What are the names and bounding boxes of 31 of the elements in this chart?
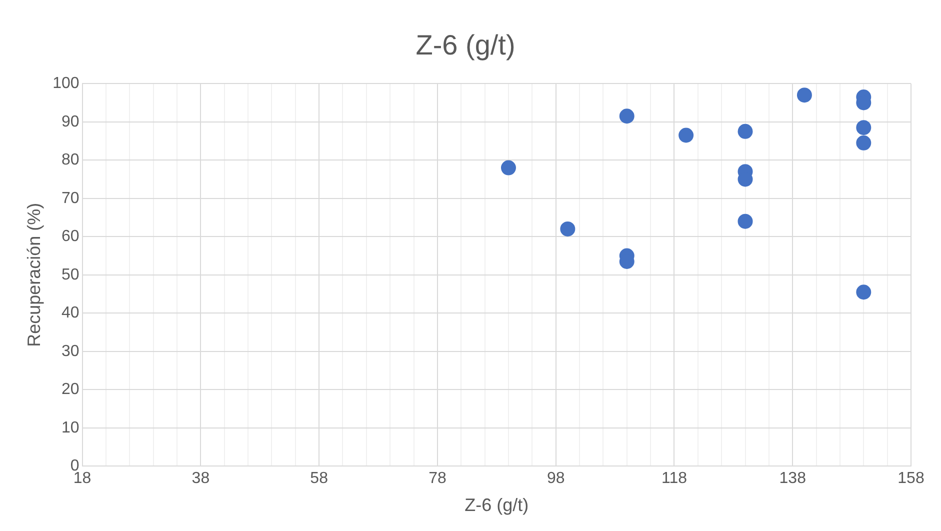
point [500, 160, 516, 176]
x-tick-label: 138 [779, 470, 806, 488]
point [560, 221, 576, 236]
x-tick-label: 78 [428, 470, 446, 488]
point [738, 124, 753, 139]
point [738, 214, 753, 229]
x-axis-title: Z-6 (g/t) [464, 495, 529, 516]
x-tick-label: 98 [546, 470, 565, 488]
y-tick-label: 70 [62, 190, 80, 207]
point [856, 135, 872, 150]
chart-title: Z-6 (g/t) [416, 30, 516, 61]
y-tick-label: 20 [62, 381, 80, 398]
y-tick-label: 60 [62, 228, 80, 246]
y-tick-label: 50 [62, 266, 80, 284]
point [678, 128, 694, 143]
y-tick-label: 10 [62, 419, 80, 436]
x-tick-label: 118 [661, 470, 688, 488]
x-tick-label: 38 [192, 470, 210, 488]
y-tick-label: 90 [62, 113, 80, 130]
y-tick-label: 80 [62, 152, 80, 169]
point [619, 108, 634, 124]
x-tick-label: 158 [898, 470, 924, 488]
y-tick-label: 40 [62, 304, 80, 322]
y-tick-label: 100 [52, 75, 80, 92]
y-tick-label: 30 [62, 342, 80, 360]
x-tick-label: 58 [310, 470, 328, 488]
point [796, 88, 812, 103]
point [856, 284, 872, 300]
y-axis-title: Recuperación (%) [24, 202, 44, 347]
x-tick-label: 18 [73, 470, 92, 488]
point [856, 120, 872, 136]
